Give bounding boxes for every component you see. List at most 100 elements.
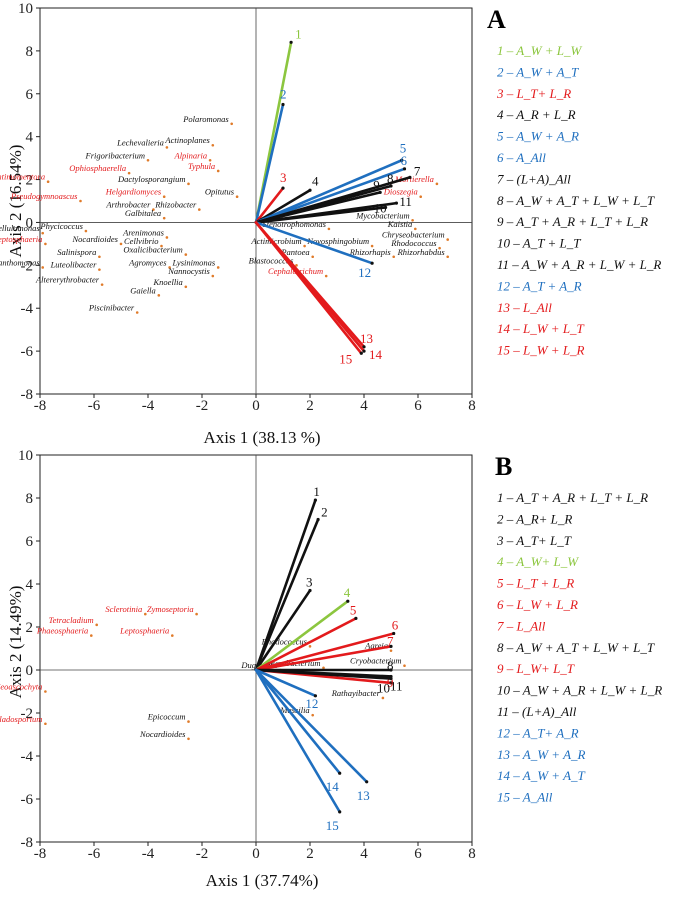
vector-tip: [389, 668, 393, 672]
taxon-point: [435, 182, 439, 186]
taxon-label: Alpinaria: [174, 150, 208, 160]
panel-a-x-tick-label: 8: [468, 398, 476, 414]
taxon-point: [119, 242, 123, 246]
panel-a-x-tick-label: -4: [142, 398, 155, 414]
taxon-label: Agromyces: [128, 257, 167, 267]
panel-b-y-tick-label: 2: [26, 620, 34, 636]
taxon-point: [411, 219, 414, 222]
panel-a-y-tick-label: 6: [26, 87, 34, 103]
taxon-label: Kaistia: [387, 219, 413, 229]
taxon-point: [392, 255, 396, 259]
vector-tip: [384, 205, 388, 210]
panel-a-y-tick-label: -8: [21, 387, 34, 403]
vector-label: 11: [399, 194, 412, 209]
taxon-label: Galbitalea: [125, 208, 161, 218]
vector-tip: [389, 644, 393, 648]
taxon-label: Rhodococcus: [261, 636, 308, 646]
vector-tip: [370, 261, 374, 265]
vector-arrow: [254, 632, 396, 672]
legend-entry: 13 – L_All: [497, 300, 552, 315]
legend-entry: 15 – A_All: [497, 790, 553, 805]
panel-b-y-axis-title: Axis 2 (14.49%): [6, 586, 25, 699]
vector-arrow: [254, 668, 369, 784]
vector-tip: [281, 186, 285, 190]
taxon-label: Actinoplanes: [164, 135, 210, 145]
vector-label: 9: [387, 675, 394, 690]
taxon-point: [100, 283, 104, 286]
taxon-label: Rhodococcus: [390, 238, 437, 248]
taxon-point: [438, 246, 441, 250]
taxon-label: Arenimonas: [122, 227, 164, 237]
taxon-label: Phaeosphaeria: [36, 626, 88, 636]
taxon-point: [160, 244, 163, 248]
taxon-label: Arthrobacter: [105, 200, 151, 210]
panel-a-x-tick-label: 2: [306, 398, 314, 414]
taxon-point: [216, 266, 220, 269]
vector-label: 12: [305, 696, 318, 711]
taxon-point: [79, 199, 82, 203]
panel-b-x-tick-label: 0: [252, 846, 260, 862]
taxon-label: Leptosphaeria: [119, 626, 169, 636]
vector-arrow: [254, 221, 363, 355]
taxon-point: [198, 208, 201, 211]
taxon-label: Mortierella: [394, 174, 434, 184]
taxon-label: Pantoea: [280, 247, 309, 257]
taxon-label: Rhizorhabdus: [397, 247, 446, 257]
taxon-label: Rhizobacter: [154, 200, 197, 210]
taxon-point: [184, 253, 188, 256]
vector-label: 6: [392, 617, 399, 632]
taxon-point: [90, 634, 93, 637]
taxon-label: Opitutus: [205, 187, 235, 197]
taxon-label: Polaromonas: [182, 114, 229, 124]
vector-tip: [281, 102, 285, 107]
taxon-point: [235, 195, 239, 199]
taxon-point: [44, 690, 47, 693]
panel-b-y-tick-label: -4: [21, 749, 34, 765]
taxon-point: [152, 208, 155, 211]
taxon-label: Lechevalieria: [116, 137, 164, 147]
legend-entry: 14 – L_W + L_T: [497, 321, 585, 336]
vector-tip: [313, 694, 317, 698]
taxon-label: Cladosporium: [0, 714, 42, 724]
taxon-label: Frigoribacterium: [85, 150, 146, 160]
taxon-point: [46, 180, 50, 183]
taxon-point: [187, 182, 190, 186]
legend-entry: 3 – A_T+ L_T: [496, 533, 572, 548]
vector-tip: [389, 184, 393, 188]
panel-b-y-tick-label: -8: [21, 835, 34, 851]
panel-b-biplot: Axis 1 (37.74%) Axis 2 (14.49%) B -8 -6 -4…: [0, 448, 662, 890]
vector-label: 1: [313, 484, 320, 499]
taxon-point: [295, 264, 298, 267]
vector-arrow: [254, 617, 358, 672]
taxon-label: Typhula: [188, 161, 215, 171]
vector-tip: [378, 190, 382, 195]
taxon-label: Cryobacterium: [350, 656, 401, 666]
taxon-label: Phycicoccus: [39, 221, 83, 231]
vector-arrow: [254, 668, 342, 775]
taxon-point: [322, 666, 325, 670]
legend-entry: 8 – A_W + A_T + L_W + L_T: [497, 640, 655, 655]
taxon-label: Cellulomonas: [0, 223, 40, 233]
taxon-point: [84, 229, 88, 233]
panel-a-x-tick-label: -6: [88, 398, 101, 414]
vector-tip: [402, 167, 407, 171]
panel-a-x-tick-label: 6: [414, 398, 422, 414]
taxon-point: [311, 255, 315, 259]
legend-entry: 11 – (L+A)_All: [497, 704, 577, 719]
panel-a-y-axis-title: Axis 2 (16.54%): [6, 145, 25, 258]
taxon-point: [327, 227, 331, 231]
vector-label: 4: [312, 173, 319, 188]
panel-a-y-tick-label: 2: [26, 173, 34, 189]
vector-arrow: [254, 498, 317, 672]
panel-b-x-tick-label: 8: [468, 846, 476, 862]
taxon-point: [41, 266, 44, 269]
panel-b-x-tick-label: 6: [414, 846, 422, 862]
panel-a-biplot: Axis 1 (38.13 %) Axis 2 (16.54%) A -8 -6 -…: [0, 1, 661, 447]
panel-b-y-tick-label: 4: [26, 577, 34, 593]
legend-entry: 12 – A_T+ A_R: [497, 725, 579, 740]
panel-b-x-tick-label: -6: [88, 846, 101, 862]
taxon-point: [370, 244, 374, 248]
vector-arrow: [254, 167, 406, 224]
taxon-point: [44, 722, 47, 726]
